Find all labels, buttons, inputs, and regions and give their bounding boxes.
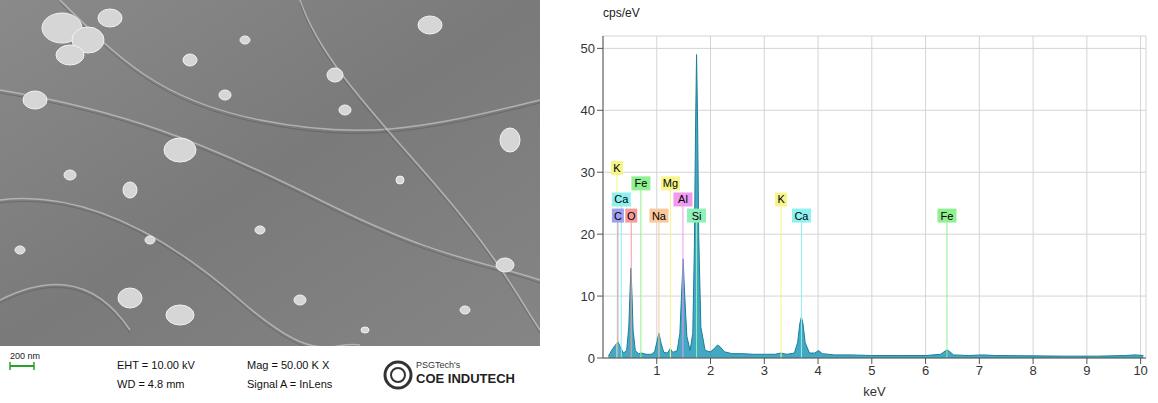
- html-text:cps/eV: cps/eV: [603, 6, 640, 20]
- svg-text:PSGTech's: PSGTech's: [416, 360, 461, 370]
- svg-text:4: 4: [814, 363, 821, 378]
- svg-text:Mag = 50.00 K X: Mag = 50.00 K X: [247, 359, 330, 371]
- svg-text:0: 0: [588, 351, 595, 366]
- svg-text:3: 3: [761, 363, 768, 378]
- svg-text:Na: Na: [652, 210, 667, 222]
- svg-text:7: 7: [976, 363, 983, 378]
- svg-text:O: O: [627, 210, 636, 222]
- svg-text:20: 20: [581, 227, 595, 242]
- svg-text:K: K: [777, 193, 785, 205]
- svg-text:Signal A = InLens: Signal A = InLens: [247, 378, 333, 390]
- svg-text:10: 10: [1133, 363, 1147, 378]
- svg-text:1: 1: [653, 363, 660, 378]
- svg-text:9: 9: [1083, 363, 1090, 378]
- svg-text:Al: Al: [678, 193, 688, 205]
- svg-text:Fe: Fe: [634, 177, 647, 189]
- svg-text:keV: keV: [863, 384, 886, 399]
- svg-text:EHT = 10.00 kV: EHT = 10.00 kV: [117, 359, 195, 371]
- svg-text:2: 2: [707, 363, 714, 378]
- svg-text:WD = 4.8 mm: WD = 4.8 mm: [117, 378, 185, 390]
- svg-text:5: 5: [868, 363, 875, 378]
- svg-text:Mg: Mg: [663, 177, 678, 189]
- svg-text:6: 6: [922, 363, 929, 378]
- svg-text:50: 50: [581, 41, 595, 56]
- svg-text:40: 40: [581, 103, 595, 118]
- svg-text:200 nm: 200 nm: [10, 351, 40, 361]
- svg-text:COE INDUTECH: COE INDUTECH: [416, 371, 515, 386]
- svg-text:8: 8: [1029, 363, 1036, 378]
- svg-text:10: 10: [581, 289, 595, 304]
- svg-text:Fe: Fe: [941, 210, 954, 222]
- svg-text:K: K: [613, 162, 621, 174]
- svg-text:Si: Si: [692, 210, 702, 222]
- svg-text:30: 30: [581, 165, 595, 180]
- svg-text:Ca: Ca: [614, 193, 629, 205]
- svg-text:Ca: Ca: [794, 210, 809, 222]
- svg-text:C: C: [614, 210, 622, 222]
